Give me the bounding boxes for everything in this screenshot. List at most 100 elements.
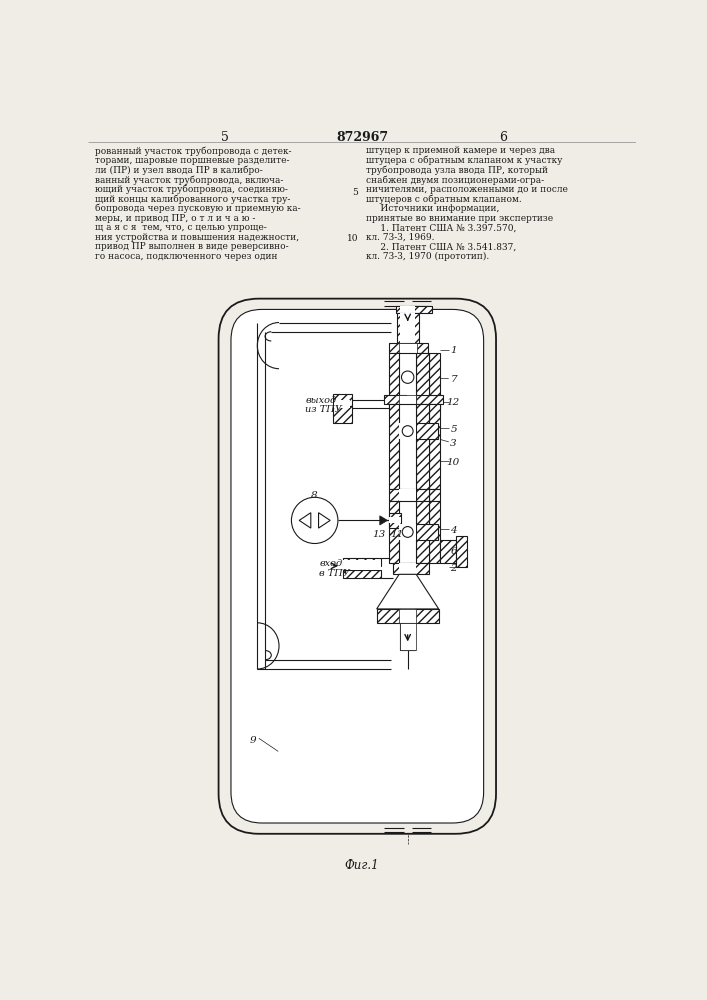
Bar — [389, 353, 401, 409]
Text: 10: 10 — [346, 234, 358, 243]
Bar — [410, 313, 419, 343]
Text: бопровода через пусковую и приемную ка-: бопровода через пусковую и приемную ка- — [95, 204, 300, 213]
Bar — [400, 623, 407, 650]
Bar — [400, 623, 416, 650]
Bar — [397, 313, 405, 343]
Text: 12: 12 — [446, 398, 460, 407]
Text: 2. Патент США № 3.541.837,: 2. Патент США № 3.541.837, — [366, 242, 516, 251]
Text: выход: выход — [305, 396, 337, 405]
Bar — [343, 558, 381, 566]
Bar — [400, 313, 416, 343]
Bar — [408, 343, 428, 353]
Text: кл. 73-3, 1969.: кл. 73-3, 1969. — [366, 233, 434, 242]
Bar — [399, 423, 416, 439]
Text: 7: 7 — [450, 375, 457, 384]
Bar — [343, 560, 381, 570]
Text: ющий участок трубопровода, соединяю-: ющий участок трубопровода, соединяю- — [95, 185, 288, 194]
Bar — [334, 400, 349, 408]
Text: 5: 5 — [221, 131, 228, 144]
Bar — [389, 501, 401, 563]
Text: 10: 10 — [446, 458, 460, 467]
Bar — [332, 394, 352, 406]
Bar — [399, 353, 416, 409]
Bar — [389, 513, 401, 528]
Text: 9: 9 — [250, 736, 256, 745]
Bar — [332, 406, 352, 423]
Bar — [416, 404, 428, 489]
Text: щий концы калиброванного участка тру-: щий концы калиброванного участка тру- — [95, 194, 290, 204]
Polygon shape — [380, 516, 387, 525]
Text: Фиг.1: Фиг.1 — [344, 859, 379, 872]
Text: ли (ПР) и узел ввода ПР в калибро-: ли (ПР) и узел ввода ПР в калибро- — [95, 165, 262, 175]
Bar — [409, 563, 428, 574]
Bar — [416, 423, 438, 439]
Text: из ТПУ: из ТПУ — [305, 405, 342, 414]
Bar — [416, 609, 438, 623]
Bar — [399, 609, 416, 623]
Bar — [440, 540, 456, 563]
Bar — [399, 563, 416, 574]
Text: Источники информации,: Источники информации, — [366, 204, 499, 213]
FancyBboxPatch shape — [218, 299, 496, 834]
Bar — [456, 536, 467, 567]
Text: снабжен двумя позиционерами-огра-: снабжен двумя позиционерами-огра- — [366, 175, 544, 185]
Text: 5: 5 — [352, 188, 358, 197]
Text: 4: 4 — [450, 526, 457, 535]
Circle shape — [291, 497, 338, 544]
Bar — [428, 353, 440, 409]
Bar — [409, 623, 416, 650]
Text: привод ПР выполнен в виде реверсивно-: привод ПР выполнен в виде реверсивно- — [95, 242, 288, 251]
Text: ния устройства и повышения надежности,: ния устройства и повышения надежности, — [95, 233, 298, 242]
Bar — [416, 501, 428, 563]
Text: 1. Патент США № 3.397.570,: 1. Патент США № 3.397.570, — [366, 223, 516, 232]
Bar — [409, 306, 432, 313]
Bar — [428, 501, 440, 563]
Bar — [399, 524, 416, 540]
Text: 2: 2 — [450, 564, 457, 573]
Bar — [400, 306, 416, 313]
Bar — [416, 353, 428, 409]
Bar — [343, 570, 381, 578]
Text: торами, шаровые поршневые разделите-: торами, шаровые поршневые разделите- — [95, 156, 289, 165]
Text: 6: 6 — [499, 131, 507, 144]
FancyBboxPatch shape — [231, 309, 484, 823]
Bar — [399, 501, 416, 563]
Text: штуцер к приемной камере и через два: штуцер к приемной камере и через два — [366, 146, 555, 155]
Bar — [416, 524, 438, 540]
Text: 11: 11 — [391, 530, 404, 539]
Text: ванный участок трубопровода, включа-: ванный участок трубопровода, включа- — [95, 175, 283, 185]
Bar — [416, 395, 443, 404]
Bar — [399, 395, 416, 404]
Bar — [389, 404, 401, 489]
Text: вход: вход — [320, 559, 342, 568]
Circle shape — [402, 527, 413, 537]
Text: в ТПУ: в ТПУ — [320, 569, 350, 578]
Text: меры, и привод ПР, о т л и ч а ю -: меры, и привод ПР, о т л и ч а ю - — [95, 214, 255, 223]
Bar — [428, 404, 440, 489]
Text: го насоса, подключенного через один: го насоса, подключенного через один — [95, 252, 277, 261]
Bar — [399, 489, 416, 501]
Text: 1: 1 — [450, 346, 457, 355]
Text: 5: 5 — [450, 425, 457, 434]
Bar — [399, 404, 416, 489]
Text: щ а я с я  тем, что, с целью упроще-: щ а я с я тем, что, с целью упроще- — [95, 223, 267, 232]
Bar — [389, 343, 408, 353]
Bar — [393, 563, 412, 574]
Text: штуцера с обратным клапаном к участку: штуцера с обратным клапаном к участку — [366, 156, 562, 165]
Text: 3: 3 — [450, 439, 457, 448]
Text: 13: 13 — [372, 530, 385, 539]
Bar — [428, 489, 440, 501]
Circle shape — [402, 371, 414, 383]
Text: 6: 6 — [450, 547, 457, 556]
Bar — [396, 306, 419, 313]
Text: кл. 73-3, 1970 (прототип).: кл. 73-3, 1970 (прототип). — [366, 252, 489, 261]
Text: рованный участок трубопровода с детек-: рованный участок трубопровода с детек- — [95, 146, 291, 156]
Text: 872967: 872967 — [336, 131, 388, 144]
Bar — [389, 489, 401, 501]
Polygon shape — [377, 574, 438, 609]
Bar — [384, 395, 406, 404]
Text: трубопровода узла ввода ПР, который: трубопровода узла ввода ПР, который — [366, 165, 548, 175]
Text: штуцеров с обратным клапаном.: штуцеров с обратным клапаном. — [366, 194, 522, 204]
Text: принятые во внимание при экспертизе: принятые во внимание при экспертизе — [366, 214, 553, 223]
Text: 8: 8 — [311, 491, 317, 500]
